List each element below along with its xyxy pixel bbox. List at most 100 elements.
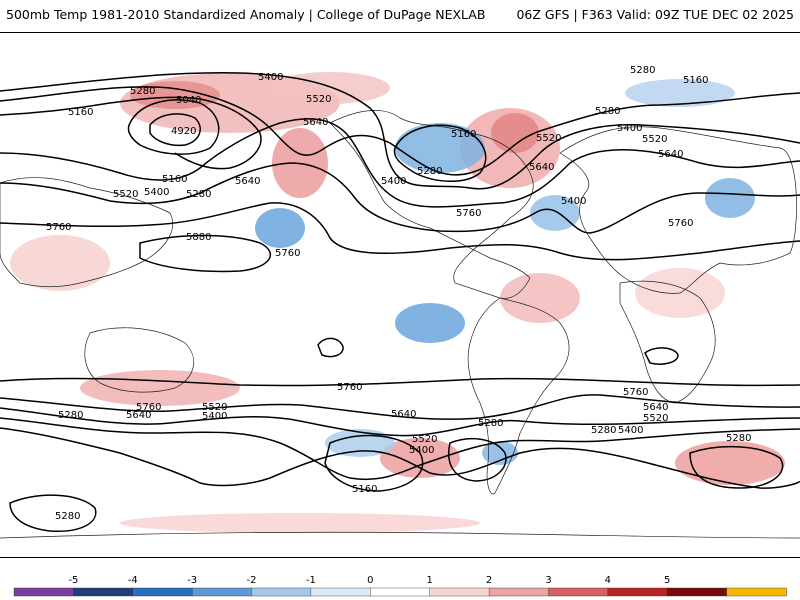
contour-label: 5760 xyxy=(668,218,693,229)
contour-label: 5640 xyxy=(658,149,683,160)
colorbar-segment xyxy=(191,587,253,597)
contour-label: 5400 xyxy=(561,196,586,207)
contour-label: 5520 xyxy=(113,189,138,200)
contour-5160-hudson xyxy=(393,124,487,182)
colorbar-tick-label: 1 xyxy=(427,575,433,586)
contour-5520-south xyxy=(0,407,800,437)
product-title: 500mb Temp 1981-2010 Standardized Anomal… xyxy=(6,7,486,22)
colorbar-tick-label: -3 xyxy=(187,575,197,586)
colorbar-segment xyxy=(488,587,550,597)
contour-5880 xyxy=(139,234,272,273)
contour-label: 5640 xyxy=(235,176,260,187)
warm-anomaly-satl xyxy=(675,441,785,485)
contour-label: 4920 xyxy=(171,126,196,137)
cold-anomaly-atl xyxy=(530,195,580,231)
coastlines xyxy=(0,110,800,539)
coast-australia xyxy=(84,327,194,393)
contour-label: 5520 xyxy=(643,413,668,424)
contour-5520 xyxy=(0,118,800,208)
contour-label: 5760 xyxy=(337,382,362,393)
colorbar-segment xyxy=(73,587,134,597)
warm-anomaly-sh-wpac xyxy=(80,370,240,406)
contour-label: 5760 xyxy=(136,402,161,413)
contour-5760-south xyxy=(0,377,800,387)
colorbar-ticks: -5 -4 -3 -2 -1 0 1 2 3 4 5 xyxy=(68,575,670,586)
cold-anomaly-epac xyxy=(255,208,305,248)
colorbar-segment xyxy=(370,587,431,597)
contour-label: 5280 xyxy=(630,65,655,76)
colorbar-segment xyxy=(607,587,668,597)
warm-anomaly-indian xyxy=(10,235,110,291)
contour-label: 5520 xyxy=(536,133,561,144)
contour-label: 5160 xyxy=(683,75,708,86)
weather-map[interactable]: 5400 5280 5040 4920 5160 5160 5400 5280 … xyxy=(0,32,800,558)
contour-label: 5520 xyxy=(306,94,331,105)
height-contours xyxy=(0,72,800,532)
contour-5640 xyxy=(0,162,800,234)
contour-label: 5280 xyxy=(186,189,211,200)
contour-label: 5160 xyxy=(451,129,476,140)
map-header: 500mb Temp 1981-2010 Standardized Anomal… xyxy=(0,0,800,32)
contour-4920-low xyxy=(149,113,201,147)
contour-label: 5400 xyxy=(144,187,169,198)
warm-anomaly-s-ocean xyxy=(120,513,480,533)
colorbar-tick-label: -1 xyxy=(306,575,316,586)
contour-label: 5640 xyxy=(529,162,554,173)
contour-label: 5640 xyxy=(303,117,328,128)
colorbar-tick-label: 5 xyxy=(664,575,670,586)
coast-south-america xyxy=(467,297,570,495)
contour-label: 5280 xyxy=(595,106,620,117)
coast-antarctica xyxy=(0,531,800,539)
contour-small-cpac xyxy=(317,337,344,358)
contour-label: 5760 xyxy=(46,222,71,233)
contour-label: 5520 xyxy=(642,134,667,145)
colorbar-segment xyxy=(310,587,371,597)
contour-5160-south2 xyxy=(448,437,507,482)
contour-label: 5760 xyxy=(623,387,648,398)
colorbar-segment xyxy=(726,587,787,597)
contour-5640-south xyxy=(0,394,800,420)
contour-label: 5760 xyxy=(275,248,300,259)
cold-anomaly-arctic xyxy=(625,79,735,107)
contour-label: 5400 xyxy=(618,425,643,436)
contour-label: 5160 xyxy=(162,174,187,185)
colorbar-tick-label: -5 xyxy=(68,575,78,586)
contour-label: 5400 xyxy=(258,72,283,83)
colorbar-segments xyxy=(13,587,787,597)
map-canvas: 5400 5280 5040 4920 5160 5160 5400 5280 … xyxy=(0,65,800,539)
contour-label: 5520 xyxy=(202,402,227,413)
contour-label: 5280 xyxy=(726,433,751,444)
warm-anomaly-arctic xyxy=(270,72,390,104)
coast-africa xyxy=(619,280,716,404)
warm-anomaly-ecan-core xyxy=(491,113,539,153)
colorbar-segment xyxy=(132,587,193,597)
contour-small-atl xyxy=(644,347,679,365)
colorbar-segment xyxy=(429,587,490,597)
contour-label: 5640 xyxy=(391,409,416,420)
colorbar-segment xyxy=(13,587,75,597)
coast-asia-west xyxy=(0,177,173,288)
contour-label: 5280 xyxy=(478,418,503,429)
contour-label: 5520 xyxy=(412,434,437,445)
contour-label: 5280 xyxy=(58,410,83,421)
colorbar-segment xyxy=(548,587,609,597)
contour-label: 5400 xyxy=(381,176,406,187)
contour-5040-low xyxy=(127,99,220,155)
contour-5280-satl-low xyxy=(689,445,784,489)
contour-label: 5280 xyxy=(130,86,155,97)
colorbar-tick-label: -4 xyxy=(128,575,138,586)
contour-label: 5880 xyxy=(186,232,211,243)
colorbar-canvas: -5 -4 -3 -2 -1 0 1 2 3 4 5 xyxy=(13,575,787,597)
cold-anomaly-sa xyxy=(482,441,518,465)
contour-5280-south xyxy=(0,427,800,489)
contour-label: 5160 xyxy=(352,484,377,495)
contour-label: 5640 xyxy=(643,402,668,413)
run-valid-time: 06Z GFS | F363 Valid: 09Z TUE DEC 02 202… xyxy=(516,7,794,22)
contour-label: 5160 xyxy=(68,107,93,118)
contour-label: 5280 xyxy=(591,425,616,436)
contour-5400-north xyxy=(0,72,800,190)
cold-anomaly-cpac xyxy=(395,303,465,343)
colorbar-tick-label: 0 xyxy=(367,575,373,586)
contour-label: 5640 xyxy=(126,410,151,421)
colorbar-segment xyxy=(667,587,728,597)
